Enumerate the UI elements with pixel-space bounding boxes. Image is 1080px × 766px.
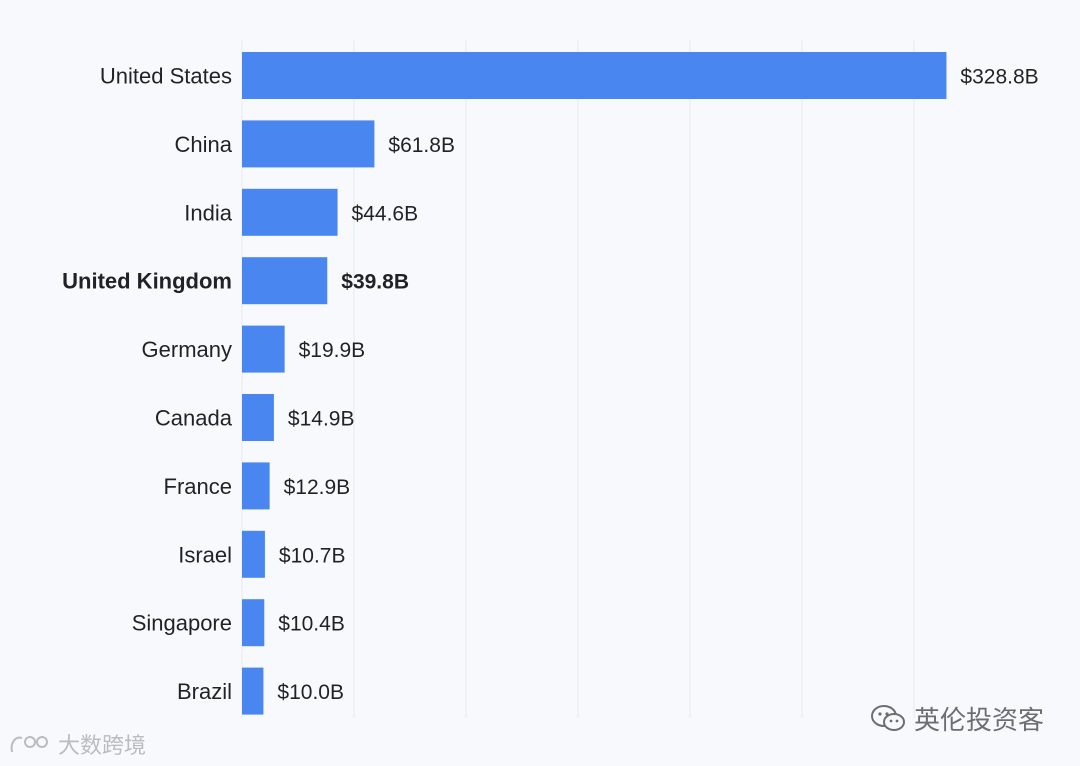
- category-label: Israel: [178, 542, 232, 567]
- bar-layer: [242, 52, 947, 715]
- category-label: India: [184, 200, 232, 225]
- value-label: $12.9B: [284, 476, 351, 499]
- bar-france: [242, 462, 270, 510]
- bar-germany: [242, 325, 285, 373]
- value-label: $10.0B: [277, 681, 344, 704]
- category-label: France: [164, 474, 232, 499]
- watermark-left-text: 大数跨境: [58, 734, 147, 759]
- bar-china: [242, 120, 375, 168]
- value-label: $39.8B: [341, 271, 409, 294]
- bar-canada: [242, 394, 274, 441]
- category-label: United States: [100, 64, 232, 89]
- category-label: Canada: [155, 406, 233, 431]
- wechat-icon: [870, 704, 905, 731]
- value-label: $328.8B: [960, 66, 1038, 89]
- bar-singapore: [242, 599, 265, 647]
- watermark-right-text: 英伦投资客: [913, 706, 1044, 736]
- category-label: China: [175, 132, 233, 157]
- category-label: United Kingdom: [62, 269, 232, 294]
- category-label: Germany: [142, 337, 232, 362]
- watermark-site: 大数跨境: [8, 728, 146, 760]
- label-layer: United States $328.8B China $61.8B India $44.…: [62, 64, 1039, 705]
- category-label: Brazil: [177, 679, 232, 704]
- logo-icon: [10, 736, 48, 753]
- bar-united-kingdom: [242, 257, 328, 305]
- bar-united-states: [242, 52, 947, 99]
- value-label: $19.9B: [299, 339, 366, 362]
- value-label: $61.8B: [388, 134, 455, 157]
- bar-india: [242, 188, 338, 236]
- bar-israel: [242, 530, 265, 578]
- value-label: $44.6B: [352, 202, 419, 225]
- value-label: $10.7B: [279, 544, 346, 567]
- bar-brazil: [242, 667, 264, 715]
- category-label: Singapore: [132, 611, 232, 636]
- value-label: $10.4B: [278, 613, 345, 636]
- watermark-wechat: 英伦投资客: [870, 700, 1044, 737]
- value-label: $14.9B: [288, 408, 355, 431]
